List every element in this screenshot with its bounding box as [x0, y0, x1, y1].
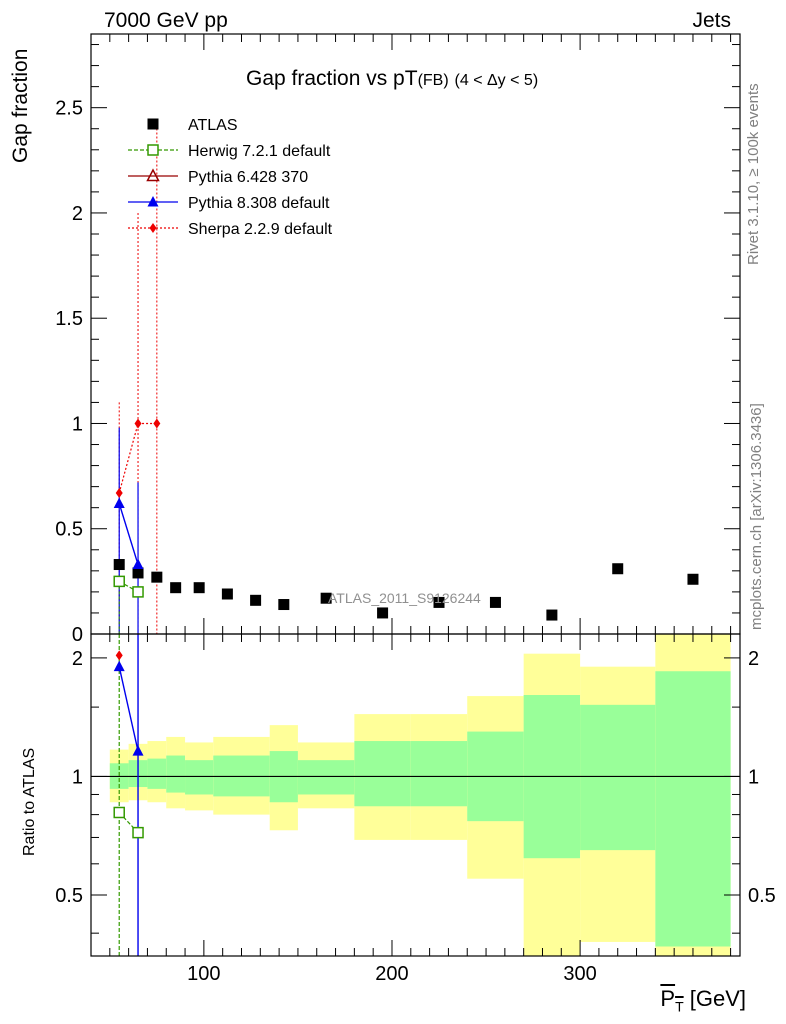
atlas-point — [489, 596, 501, 608]
ratio-ytick-label-left: 2 — [72, 648, 83, 670]
legend-marker — [147, 118, 159, 130]
band-inner — [410, 741, 468, 807]
main-data-layer — [113, 124, 699, 634]
watermark: ATLAS_2011_S9126244 — [328, 590, 481, 606]
pythia8-line — [118, 503, 139, 565]
sherpa-ratio-point — [115, 650, 123, 661]
xtick-label: 200 — [375, 963, 408, 985]
sherpa-point — [153, 418, 161, 429]
pythia8-ratio-line — [118, 666, 139, 752]
mcplots-label: mcplots.cern.ch [arXiv:1306.3436] — [748, 403, 765, 630]
xtick-label: 100 — [187, 963, 220, 985]
atlas-point — [612, 563, 624, 575]
sherpa-line — [118, 422, 157, 494]
x-axis-label: PT [GeV] — [660, 986, 746, 1014]
x-axis-symbol: PT — [660, 986, 684, 1015]
atlas-point — [193, 582, 205, 594]
band-inner — [580, 704, 656, 851]
band-inner — [297, 760, 355, 795]
pythia8-point — [113, 497, 125, 508]
legend-label: Pythia 8.308 default — [188, 195, 330, 212]
main-ytick-label: 1 — [72, 413, 83, 435]
atlas-point — [250, 594, 262, 606]
atlas-point — [546, 609, 558, 621]
legend-label: Herwig 7.2.1 default — [188, 143, 331, 160]
herwig-ratio-point — [113, 806, 125, 819]
pythia8-ratio-point — [113, 660, 125, 672]
ratio-bands — [91, 634, 740, 956]
main-ytick-label: 0 — [72, 624, 83, 646]
herwig-point — [132, 586, 144, 598]
x-axis-unit: [GeV] — [689, 986, 746, 1011]
pythia8-point — [132, 558, 144, 570]
ratio-ytick-label-right: 2 — [748, 648, 759, 670]
y-axis-label-main: Gap fraction — [9, 48, 32, 163]
title-main: Gap fraction vs pT — [246, 67, 418, 90]
title-suffix: (FB) — [417, 72, 449, 89]
main-ytick-label: 1.5 — [55, 308, 83, 330]
atlas-point — [221, 588, 233, 600]
main-ytick-label: 2 — [72, 203, 83, 225]
atlas-point — [132, 567, 144, 579]
legend-label: Sherpa 2.2.9 default — [188, 221, 333, 238]
y-axis-label-ratio: Ratio to ATLAS — [21, 747, 38, 856]
ratio-frame — [90, 633, 741, 957]
ratio-ytick-label-left: 1 — [72, 766, 83, 788]
ratio-data-layer — [113, 634, 144, 956]
plot-title: Gap fraction vs pT(FB) (4 < Δy < 5) — [246, 67, 538, 91]
sherpa-point — [115, 487, 123, 498]
title-range: (4 < Δy < 5) — [454, 72, 539, 89]
atlas-point — [151, 571, 163, 583]
band-inner — [354, 741, 411, 807]
axes-frame: 0 0.5 1 1.5 2 2.5 100 200 300 0.5 0.5 1 1 2 2 — [55, 33, 776, 985]
main-ytick-label: 2.5 — [55, 98, 83, 120]
legend-marker — [146, 168, 160, 182]
band-inner — [166, 755, 186, 793]
header-right: Jets — [692, 9, 731, 32]
atlas-point — [687, 573, 699, 585]
ratio-ytick-label-left: 0.5 — [55, 885, 83, 907]
legend-marker — [149, 223, 157, 233]
atlas-point — [377, 607, 389, 619]
legend: ATLAS Herwig 7.2.1 default Pythia 6.428 37… — [128, 117, 333, 238]
atlas-point — [433, 596, 445, 608]
herwig-point — [113, 575, 125, 588]
atlas-point — [170, 582, 182, 594]
legend-label: ATLAS — [188, 117, 238, 134]
main-ytick-label: 0.5 — [55, 519, 83, 541]
atlas-point — [113, 559, 125, 571]
rivet-label: Rivet 3.1.10, ≥ 100k events — [745, 83, 762, 265]
band-inner — [185, 760, 214, 795]
atlas-point — [320, 592, 332, 604]
ratio-ytick-label-right: 0.5 — [748, 885, 776, 907]
ratio-ytick-label-right: 1 — [748, 766, 759, 788]
legend-label: Pythia 6.428 370 — [188, 169, 308, 186]
band-inner — [655, 671, 731, 947]
xtick-label: 300 — [563, 963, 596, 985]
pythia8-ratio-point — [132, 745, 144, 756]
legend-marker — [147, 196, 159, 207]
header-left: 7000 GeV pp — [104, 9, 228, 32]
sherpa-point — [134, 418, 142, 429]
herwig-ratio-point — [132, 826, 144, 839]
atlas-point — [278, 599, 290, 611]
herwig-ratio-line — [118, 812, 139, 834]
band-inner — [147, 758, 167, 789]
legend-marker — [147, 144, 159, 156]
